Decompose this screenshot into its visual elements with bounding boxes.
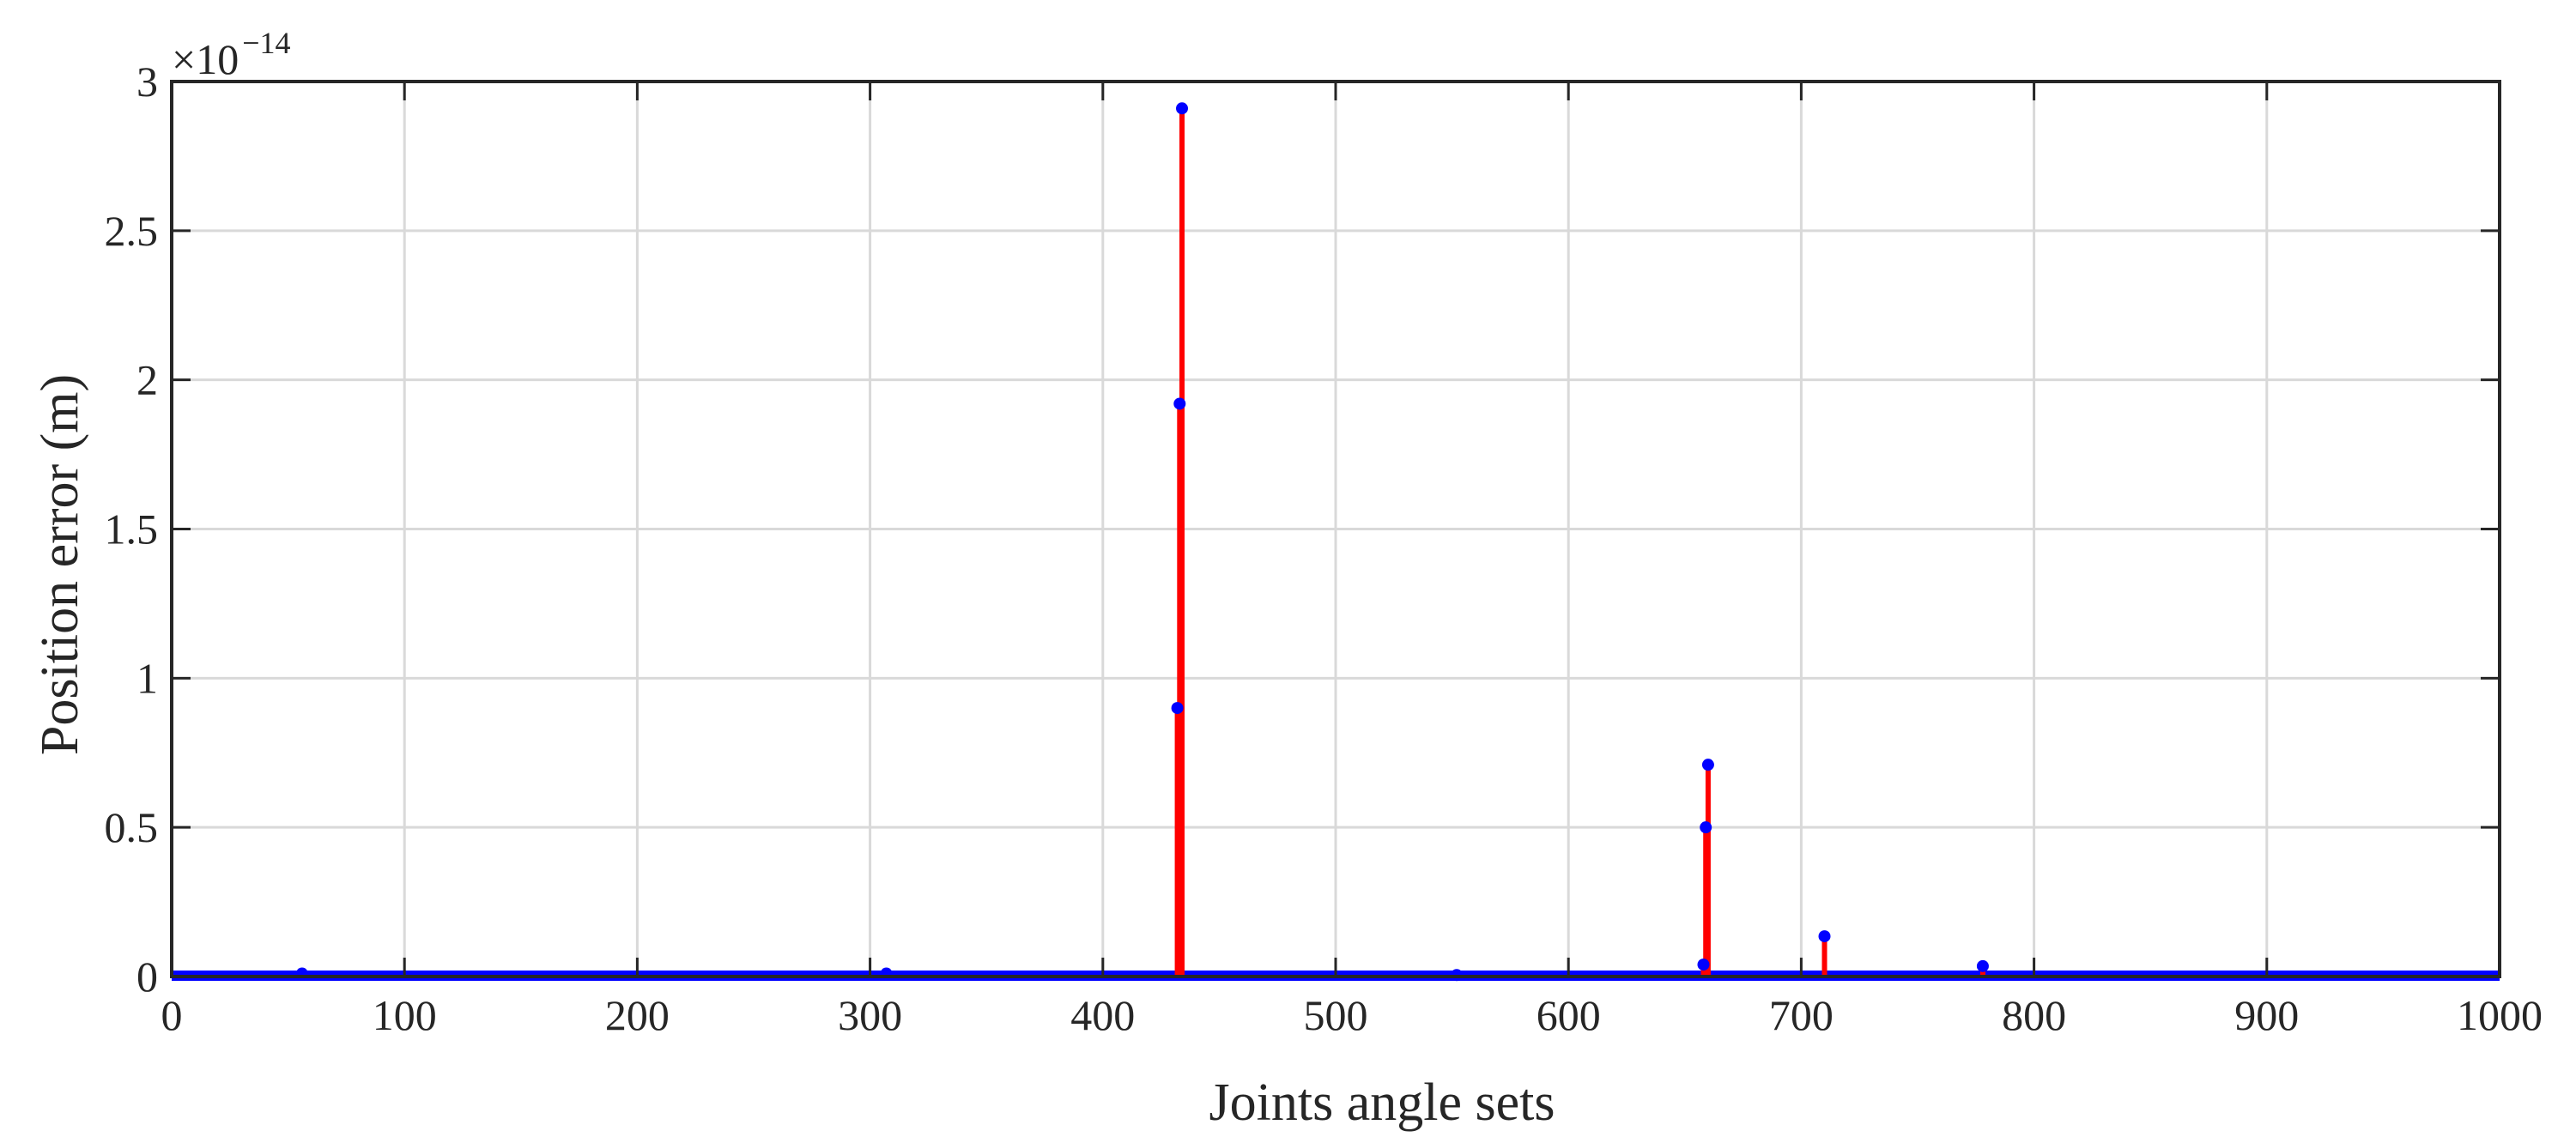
y-tick-labels: 0 0.5 1 1.5 2 2.5 3 [105,57,159,1001]
stem-marker [1700,821,1712,834]
y-tick-label: 3 [136,57,158,106]
x-tick-label: 800 [2002,991,2066,1039]
y-exponent-power: −14 [242,26,290,60]
axis-ticks [170,80,2501,978]
x-tick-label: 200 [605,991,670,1039]
stem-marker [1976,959,1989,972]
y-tick-label: 2 [136,356,158,404]
y-exponent-base: ×10 [172,35,239,83]
x-tick-label: 500 [1304,991,1368,1039]
x-tick-label: 100 [373,991,437,1039]
stem-marker [1701,759,1714,771]
x-tick-label: 1000 [2457,991,2543,1039]
y-tick-label: 0 [136,952,158,1001]
stem-marker [1176,102,1189,115]
x-tick-labels: 0 100 200 300 400 500 600 700 800 900 1000 [161,991,2543,1039]
x-tick-label: 700 [1769,991,1834,1039]
y-tick-label: 1 [136,654,158,702]
y-tick-label: 1.5 [105,505,159,553]
y-tick-label: 2.5 [105,207,159,255]
x-axis-label: Joints angle sets [1209,1073,1555,1132]
y-tick-label: 0.5 [105,803,159,851]
stem-marker [1173,397,1186,410]
x-tick-label: 600 [1537,991,1601,1039]
x-tick-label: 400 [1070,991,1135,1039]
stem-marker [1818,930,1831,943]
x-tick-label: 900 [2234,991,2299,1039]
stem-marker [1171,702,1184,715]
y-exponent-label: ×10 −14 [172,26,291,83]
x-tick-label: 300 [838,991,902,1039]
stem-marker [1697,959,1710,971]
y-axis-label: Position error (m) [31,374,89,755]
x-tick-label: 0 [161,991,183,1039]
data-markers [295,102,1989,982]
